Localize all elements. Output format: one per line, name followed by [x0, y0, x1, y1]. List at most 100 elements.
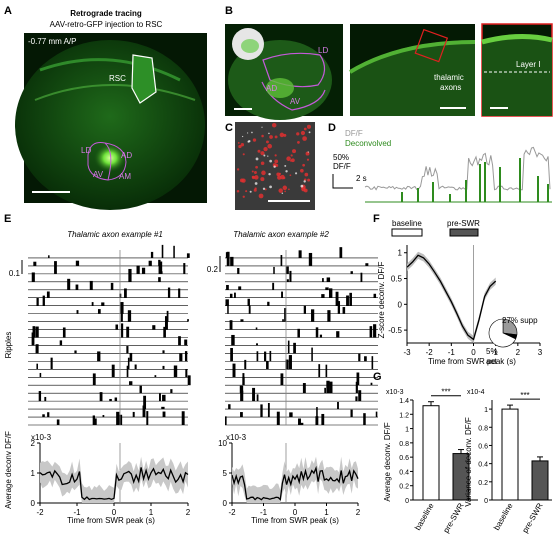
axon-roi [296, 132, 300, 136]
panel-e-ylabel-avg: Average deconv DF/F [4, 431, 13, 509]
ripple-event [230, 347, 233, 362]
ripple-event [92, 373, 96, 386]
ripple-event [102, 415, 105, 418]
axon-roi [289, 174, 292, 177]
ripple-event [375, 411, 378, 418]
panel-b3-tissue [482, 34, 552, 116]
ripple-event [230, 256, 234, 266]
axon-roi [303, 188, 308, 193]
panel-f-xlabel: Time from SWR peak (s) [428, 357, 516, 366]
ripple-event [288, 355, 292, 370]
ripple-event [139, 385, 142, 394]
axon-roi [274, 154, 277, 157]
panel-d-scale-y: 50% [333, 153, 349, 162]
axon-roi [261, 134, 264, 138]
ripple-event [335, 291, 339, 306]
axon-roi [258, 193, 264, 199]
axon-roi [238, 144, 242, 149]
axon-roi [264, 188, 267, 191]
ripple-event [226, 284, 229, 290]
ripple-event [228, 404, 231, 410]
ripple-event [255, 327, 258, 330]
ripple-event [35, 326, 39, 338]
panel-a-title: Retrograde tracing [70, 9, 142, 18]
ripple-event [75, 260, 80, 266]
axon-roi [261, 170, 266, 176]
ripple-event [365, 263, 369, 266]
g-y-tick-label: 0.6 [399, 455, 409, 462]
axon-roi [266, 140, 269, 144]
ripple-event [256, 351, 259, 362]
ripple-event [252, 387, 256, 402]
bright-bouton [307, 151, 309, 153]
ripple-event [225, 299, 229, 306]
ripple-event [286, 279, 289, 282]
ripple-event [161, 406, 165, 410]
ripple-event [239, 385, 244, 394]
bright-bouton [281, 192, 284, 194]
ripple-event [276, 411, 280, 425]
panel-f-chart: 1 0.5 0 -0.5 -3 -2 -1 0 1 2 3 [388, 245, 543, 357]
ripple-event [325, 287, 329, 290]
ripple-event [315, 327, 319, 338]
ripple-event [256, 343, 258, 346]
ripple-event [62, 327, 66, 338]
ripple-event [284, 308, 287, 322]
panel-g-right-chart: 1 0.8 0.6 0.4 0.2 0 baseline pre-SWR *** [478, 391, 552, 534]
g-y-tick-label: 0.8 [399, 441, 409, 448]
ripple-event [311, 347, 313, 362]
ripple-event [50, 357, 53, 370]
axon-roi [242, 153, 245, 156]
brain-section [15, 40, 205, 210]
ripple-event [136, 265, 140, 274]
panel-e-title-1: Thalamic axon example #1 [67, 230, 163, 239]
panel-d-scale-y-unit: DF/F [333, 162, 351, 171]
df-trace [364, 146, 551, 191]
bright-bouton [303, 180, 306, 183]
ripple-event [118, 414, 123, 425]
ripple-event [160, 271, 163, 274]
ripple-event [336, 331, 340, 338]
axon-roi [245, 190, 248, 193]
bright-bouton [284, 164, 287, 167]
axon-roi [300, 168, 304, 173]
ripple-event [141, 267, 146, 274]
panel-b-label-ad: AD [266, 84, 277, 93]
ripple-event [148, 260, 152, 266]
axon-roi [274, 159, 279, 164]
panel-b-layer-label: Layer I [516, 60, 540, 69]
ripple-event [101, 302, 105, 306]
ripple-event [162, 350, 165, 354]
ripple-event [242, 376, 245, 386]
axon-roi [257, 149, 261, 153]
axon-roi [236, 190, 240, 193]
ripple-event [111, 364, 115, 378]
avg-y-tick-label: 10 [218, 439, 227, 448]
ripple-event [303, 305, 307, 314]
ripple-event [38, 391, 42, 402]
ripple-event [240, 412, 243, 418]
ripple-event [163, 326, 166, 338]
axon-roi [306, 158, 310, 161]
bright-bouton [295, 172, 298, 175]
ripple-event [32, 326, 36, 338]
ripple-event [327, 310, 331, 322]
ripple-event [183, 263, 186, 274]
f-y-tick-label: 0.5 [391, 275, 403, 284]
ripple-event [129, 381, 133, 386]
ripple-event [59, 340, 63, 346]
ripple-event [227, 304, 229, 314]
ripple-event [187, 319, 189, 322]
f-mean-line [406, 254, 497, 341]
ripple-event [339, 247, 343, 258]
f-x-tick-label: -2 [426, 348, 434, 357]
ripple-event [364, 356, 367, 362]
ripple-event [164, 316, 168, 330]
ripple-event [264, 351, 267, 362]
ripple-event [31, 272, 35, 282]
axon-roi [280, 174, 285, 180]
panel-e-title-2: Thalamic axon example #2 [233, 230, 329, 239]
panel-g-left-exp: x10-3 [386, 389, 404, 396]
ripple-event [267, 301, 270, 306]
